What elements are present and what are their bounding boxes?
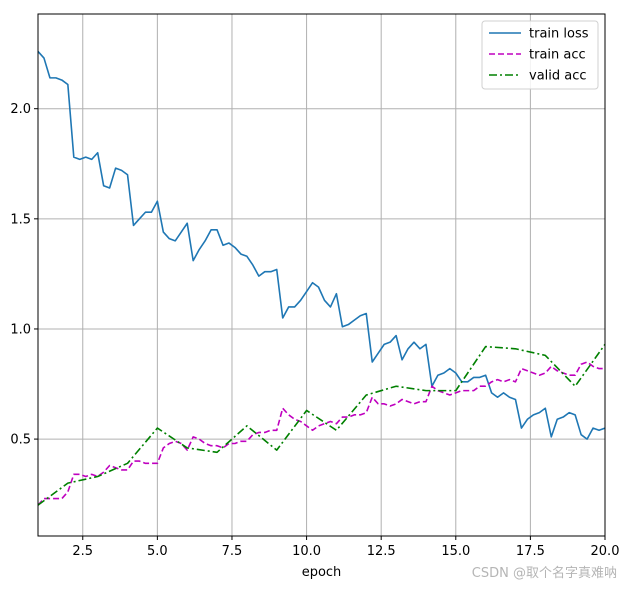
x-tick-label: 10.0 <box>292 544 321 559</box>
legend-label-valid-acc: valid acc <box>529 69 587 84</box>
series-line-train-loss <box>37 50 606 440</box>
series-layer <box>37 50 606 506</box>
y-tick-label: 1.0 <box>10 322 31 337</box>
y-tick-label: 1.5 <box>10 212 31 227</box>
watermark: CSDN @取个名字真难呐 <box>471 566 617 581</box>
series-line-train-acc <box>37 361 605 506</box>
legend-box <box>481 20 599 90</box>
series-line-valid-acc <box>37 343 606 506</box>
plot-background <box>38 14 605 536</box>
axis-ticks: 2.5 5.0 7.5 10.0 12.5 15.0 17.5 20.0 0.5 1.0 1.5 2.… <box>10 102 619 559</box>
x-tick-label: 7.5 <box>222 544 243 559</box>
y-tick-label: 2.0 <box>10 102 31 117</box>
plot-frame <box>37 13 606 537</box>
x-tick-label: 20.0 <box>591 544 620 559</box>
legend-label-train-loss: train loss <box>529 27 589 42</box>
x-tick-label: 17.5 <box>516 544 545 559</box>
x-tick-label: 5.0 <box>147 544 168 559</box>
x-tick-label: 2.5 <box>72 544 93 559</box>
y-tick-label: 0.5 <box>10 433 31 448</box>
legend: train loss train acc valid acc <box>481 20 599 90</box>
legend-label-train-acc: train acc <box>529 48 586 63</box>
x-tick-label: 12.5 <box>367 544 396 559</box>
x-tick-label: 15.0 <box>441 544 470 559</box>
x-axis-label: epoch <box>302 565 342 580</box>
